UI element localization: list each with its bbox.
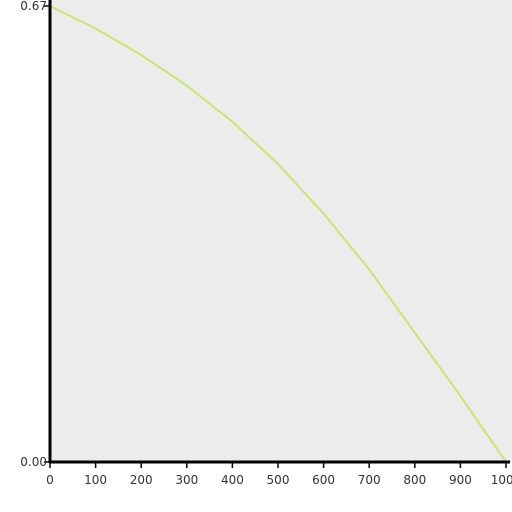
series-line-0 [49, 5, 507, 463]
x-tick-label: 700 [358, 473, 381, 487]
x-tick-label: 600 [312, 473, 335, 487]
x-tick-label: 900 [449, 473, 472, 487]
x-tick-label: 200 [130, 473, 153, 487]
axes-layer [48, 0, 510, 464]
x-tick-label: 100 [84, 473, 107, 487]
y-tick-label: 0.00 [20, 455, 47, 469]
x-tick-label: 400 [221, 473, 244, 487]
x-tick-label: 800 [403, 473, 426, 487]
plot-background [50, 0, 512, 462]
y-tick-label: 0.67 [20, 0, 47, 13]
x-tick-label: 500 [267, 473, 290, 487]
x-tick-label: 0 [46, 473, 54, 487]
series-layer [49, 5, 507, 463]
x-tick-label: 300 [175, 473, 198, 487]
